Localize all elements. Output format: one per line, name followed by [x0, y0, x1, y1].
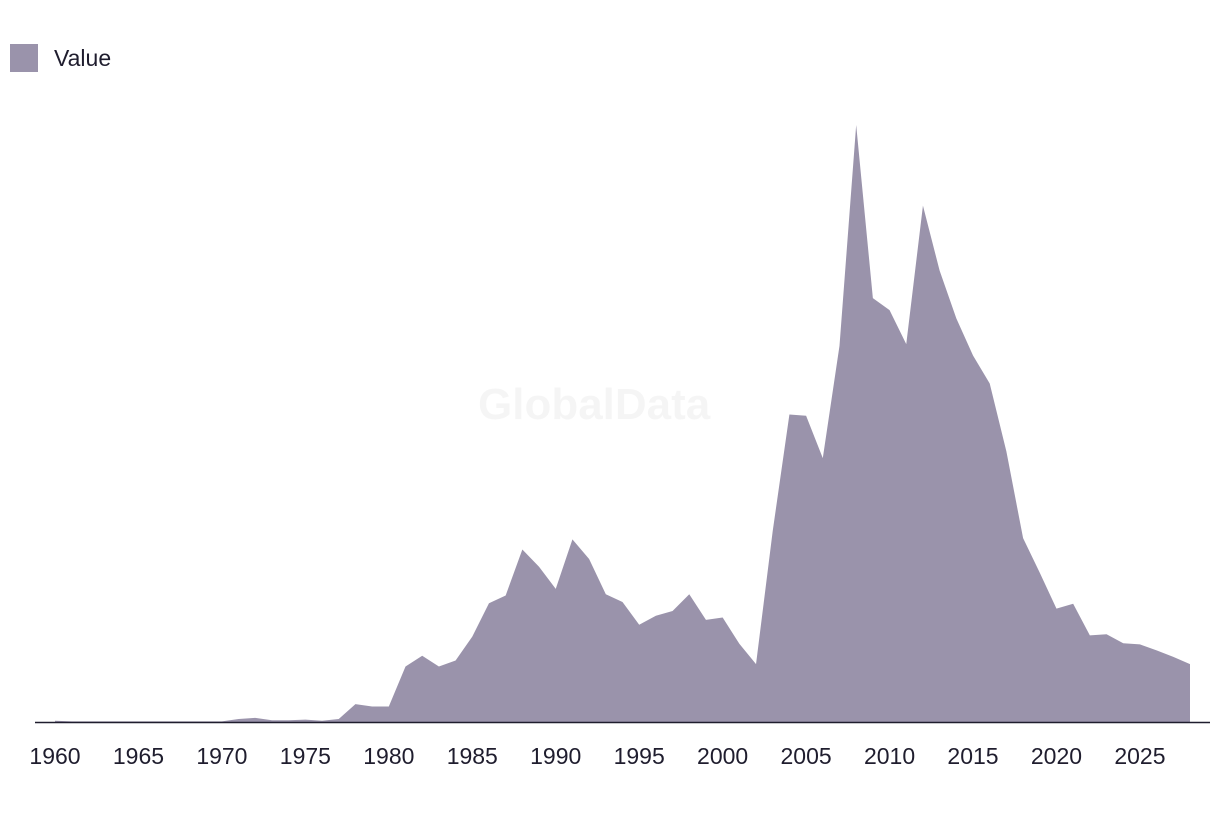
x-tick-label: 1985 [447, 743, 498, 769]
legend: Value [10, 44, 111, 72]
x-tick-label: 1990 [530, 743, 581, 769]
x-tick-label: 2010 [864, 743, 915, 769]
x-tick-label: 1965 [113, 743, 164, 769]
legend-swatch [10, 44, 38, 72]
area-layer [55, 125, 1190, 722]
x-tick-label: 1970 [196, 743, 247, 769]
x-tick-label: 1960 [29, 743, 80, 769]
x-tick-label: 2000 [697, 743, 748, 769]
x-tick-label: 2025 [1114, 743, 1165, 769]
x-tick-label: 1975 [280, 743, 331, 769]
x-tick-labels: 1960 1965 1970 1975 1980 1985 1990 1995 2000 2005… [29, 743, 1165, 769]
x-tick-label: 2020 [1031, 743, 1082, 769]
legend-label: Value [54, 44, 112, 71]
series-area-value [55, 125, 1190, 722]
x-tick-label: 1980 [363, 743, 414, 769]
x-tick-label: 1995 [614, 743, 665, 769]
x-tick-label: 2005 [781, 743, 832, 769]
x-tick-label: 2015 [947, 743, 998, 769]
